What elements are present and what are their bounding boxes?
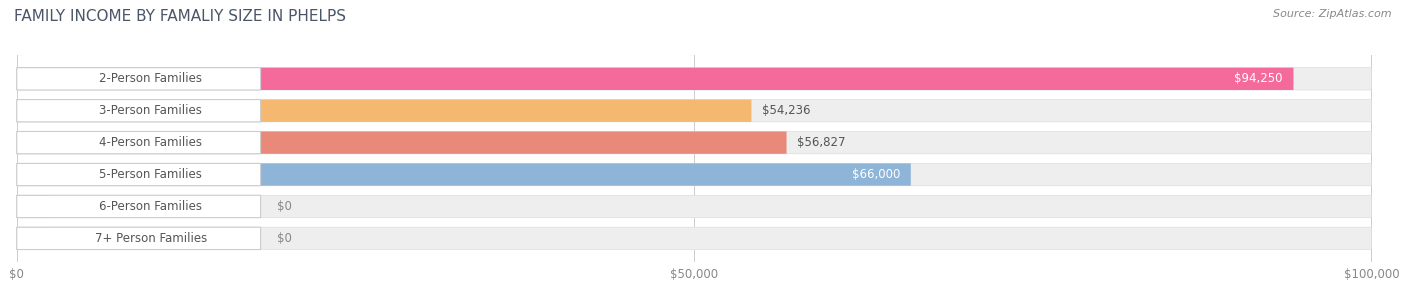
FancyBboxPatch shape bbox=[17, 227, 1371, 249]
Text: $94,250: $94,250 bbox=[1234, 72, 1282, 85]
Text: 2-Person Families: 2-Person Families bbox=[100, 72, 202, 85]
Text: Source: ZipAtlas.com: Source: ZipAtlas.com bbox=[1274, 9, 1392, 19]
FancyBboxPatch shape bbox=[17, 68, 1294, 90]
FancyBboxPatch shape bbox=[17, 99, 751, 122]
Text: $56,827: $56,827 bbox=[797, 136, 846, 149]
Text: $66,000: $66,000 bbox=[852, 168, 900, 181]
FancyBboxPatch shape bbox=[17, 68, 260, 90]
FancyBboxPatch shape bbox=[17, 195, 51, 218]
FancyBboxPatch shape bbox=[17, 99, 260, 122]
FancyBboxPatch shape bbox=[17, 227, 260, 249]
Text: $0: $0 bbox=[277, 200, 291, 213]
FancyBboxPatch shape bbox=[17, 131, 260, 154]
FancyBboxPatch shape bbox=[17, 163, 911, 186]
Text: $54,236: $54,236 bbox=[762, 104, 811, 117]
Text: 6-Person Families: 6-Person Families bbox=[100, 200, 202, 213]
FancyBboxPatch shape bbox=[17, 163, 260, 186]
Text: FAMILY INCOME BY FAMALIY SIZE IN PHELPS: FAMILY INCOME BY FAMALIY SIZE IN PHELPS bbox=[14, 9, 346, 24]
FancyBboxPatch shape bbox=[17, 131, 786, 154]
Text: $0: $0 bbox=[277, 232, 291, 245]
Text: 3-Person Families: 3-Person Families bbox=[100, 104, 202, 117]
Text: 5-Person Families: 5-Person Families bbox=[100, 168, 202, 181]
FancyBboxPatch shape bbox=[17, 68, 1371, 90]
FancyBboxPatch shape bbox=[17, 163, 1371, 186]
FancyBboxPatch shape bbox=[17, 195, 260, 218]
Text: 7+ Person Families: 7+ Person Families bbox=[94, 232, 207, 245]
FancyBboxPatch shape bbox=[17, 131, 1371, 154]
FancyBboxPatch shape bbox=[17, 99, 1371, 122]
Text: 4-Person Families: 4-Person Families bbox=[100, 136, 202, 149]
FancyBboxPatch shape bbox=[17, 195, 1371, 218]
FancyBboxPatch shape bbox=[17, 227, 51, 249]
